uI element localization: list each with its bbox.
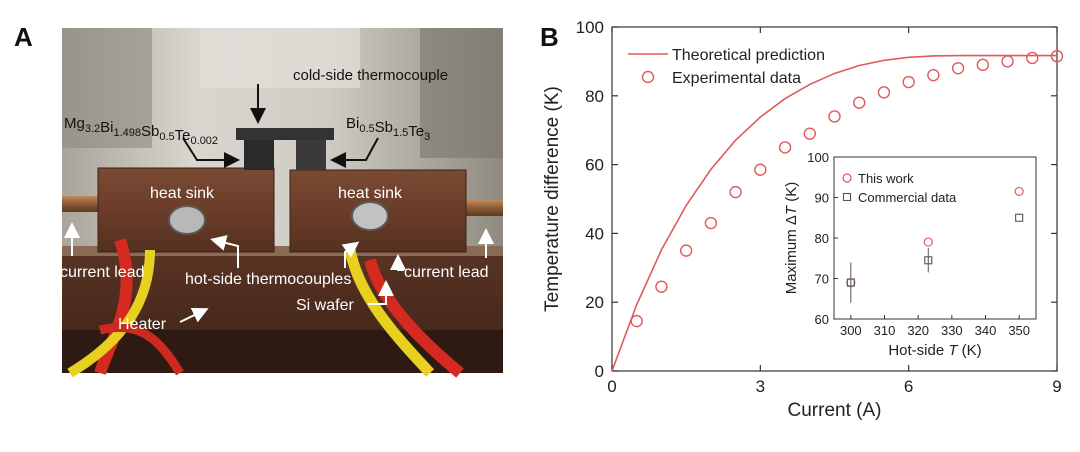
- heater-arrow: [179, 307, 209, 323]
- current-lead-right-label: current lead: [404, 264, 489, 281]
- si-wafer-arrow: [368, 280, 394, 305]
- inset-y-axis-title: Maximum ΔT (K): [783, 182, 800, 295]
- left-material-label: Mg3.2Bi1.498Sb0.5Te0.002: [64, 115, 218, 147]
- hot-thermocouples-arrow-right: [341, 241, 360, 268]
- panel-a-labels: cold-side thermocouple Mg3.2Bi1.498Sb0.5…: [60, 67, 494, 333]
- commercial-data-point: [1015, 213, 1024, 222]
- panel-a-photo: [62, 28, 503, 378]
- experimental-data-point: [828, 110, 841, 123]
- experimental-data-point: [655, 280, 668, 293]
- current-lead-right-bracket: [390, 254, 406, 271]
- experimental-data-point: [927, 68, 940, 82]
- experimental-data-point: [630, 314, 643, 328]
- inset-y-tick-label: 80: [815, 231, 829, 246]
- y-tick-label: 0: [595, 362, 604, 381]
- experimental-data-point: [951, 62, 965, 75]
- right-material-label: Bi0.5Sb1.5Te3: [346, 115, 430, 143]
- current-lead-left-label: current lead: [60, 264, 145, 281]
- heat-sink-left-label: heat sink: [150, 185, 215, 202]
- experimental-data-point: [976, 58, 990, 72]
- main-plot-frame: [611, 26, 1058, 372]
- inset-y-tick-label: 90: [815, 191, 829, 206]
- y-tick-label: 100: [576, 18, 604, 37]
- experimental-data-point: [1001, 55, 1014, 68]
- experimental-data-point: [902, 75, 915, 89]
- hot-thermocouples-label: hot-side thermocouples: [185, 271, 351, 288]
- legend-theoretical-label: Theoretical prediction: [672, 47, 825, 64]
- experimental-data-point: [803, 127, 816, 140]
- left-material-arrow: [182, 137, 240, 168]
- inset-x-axis-title: Hot-side T (K): [888, 342, 981, 359]
- si-wafer-label: Si wafer: [296, 297, 354, 314]
- inset-y-tick-label: 100: [807, 150, 829, 165]
- inset-legend-circle-swatch: [842, 173, 852, 183]
- legend-circle-swatch: [641, 70, 655, 84]
- experimental-data-point: [853, 96, 866, 109]
- y-tick-label: 60: [585, 156, 604, 175]
- x-tick-label: 0: [607, 377, 616, 396]
- this-work-point: [923, 237, 933, 247]
- inset-x-tick-label: 350: [1008, 323, 1030, 338]
- y-axis-title: Temperature difference (K): [542, 86, 563, 312]
- inset-y-tick-label: 70: [815, 272, 829, 287]
- commercial-data-point: [846, 278, 855, 287]
- inset-legend-square-swatch: [842, 192, 852, 202]
- experimental-data-point: [1026, 51, 1039, 65]
- y-tick-label: 80: [585, 87, 604, 106]
- inset-x-tick-label: 300: [840, 323, 862, 338]
- commercial-data-point: [924, 256, 933, 265]
- experimental-data-point: [877, 86, 891, 99]
- experimental-data-point: [729, 185, 742, 199]
- theoretical-prediction-line: [611, 54, 1057, 372]
- inset-x-tick-label: 330: [941, 323, 963, 338]
- hot-thermocouples-arrow-left: [210, 235, 239, 268]
- experimental-data-point: [754, 163, 767, 176]
- inset-plot-frame: [833, 156, 1037, 320]
- inset-x-tick-label: 340: [975, 323, 997, 338]
- panel-b-letter: B: [540, 22, 559, 52]
- experimental-data-point: [679, 244, 693, 257]
- panel-a-letter: A: [14, 22, 33, 52]
- experimental-data-point: [778, 141, 792, 154]
- inset-chart: 300 310 320 330 340 350 60 70 80 90 100 Hot-side T …: [783, 150, 1037, 359]
- inset-legend-commercial: Commercial data: [858, 190, 957, 205]
- right-material-arrow: [330, 137, 379, 168]
- inset-x-tick-label: 320: [907, 323, 929, 338]
- heat-sink-right-label: heat sink: [338, 185, 403, 202]
- y-tick-label: 40: [585, 224, 604, 243]
- x-tick-label: 9: [1052, 377, 1061, 396]
- y-tick-label: 20: [585, 293, 604, 312]
- cold-thermocouple-label: cold-side thermocouple: [293, 67, 448, 84]
- x-tick-label: 3: [756, 377, 765, 396]
- legend-experimental-label: Experimental data: [672, 70, 801, 87]
- inset-y-tick-label: 60: [815, 312, 829, 327]
- experimental-data-point: [704, 216, 718, 230]
- x-axis-title: Current (A): [788, 400, 882, 421]
- heater-label: Heater: [118, 316, 167, 333]
- inset-x-tick-label: 310: [874, 323, 896, 338]
- inset-legend-this-work: This work: [858, 171, 914, 186]
- x-tick-label: 6: [904, 377, 913, 396]
- experimental-data-point: [1050, 50, 1064, 63]
- this-work-point: [1014, 186, 1024, 197]
